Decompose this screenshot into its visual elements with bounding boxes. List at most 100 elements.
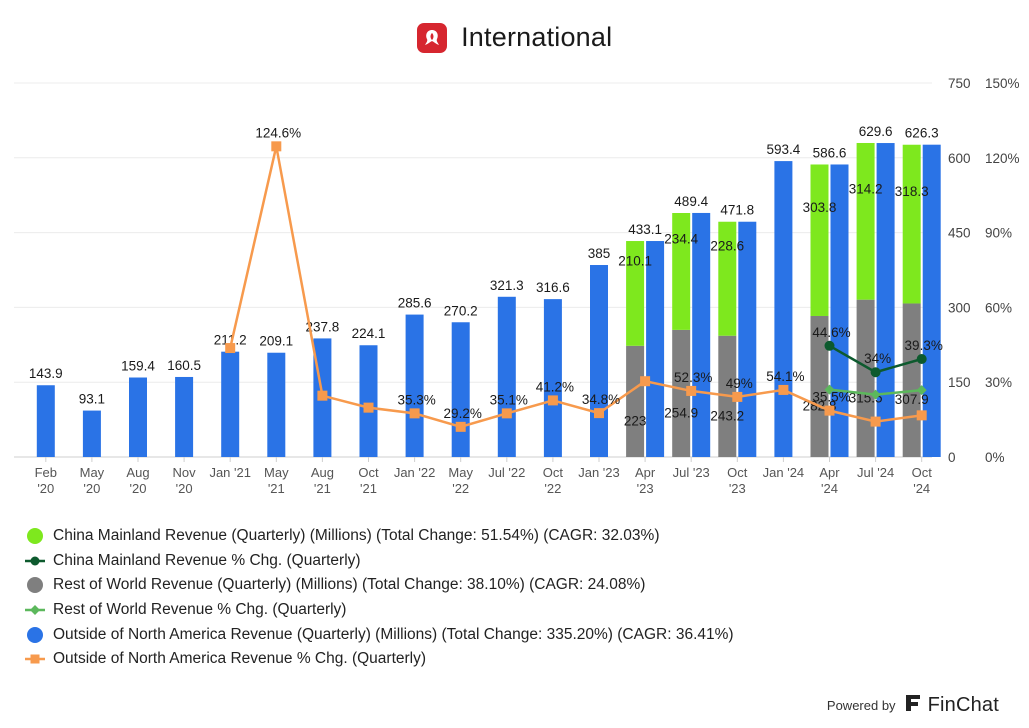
legend-item[interactable]: China Mainland Revenue % Chg. (Quarterly… — [25, 549, 734, 574]
outside-north-america-pct-chg-label: 35.5% — [812, 390, 850, 405]
x-axis-tick-label: '21 — [360, 481, 377, 496]
outside-north-america-pct-chg-point — [271, 141, 282, 152]
legend-item[interactable]: Outside of North America Revenue (Quarte… — [25, 622, 734, 647]
outside-north-america-pct-chg-point — [409, 408, 420, 419]
y2-axis-tick-label: 90% — [985, 226, 1012, 241]
y-axis-tick-label: 600 — [948, 151, 971, 166]
x-axis-tick-label: Oct — [727, 465, 748, 480]
powered-by-label: Powered by — [826, 698, 896, 713]
footer: Powered by FinChat — [827, 693, 999, 718]
chart-header: International — [0, 22, 1029, 53]
legend-item[interactable]: Rest of World Revenue (Quarterly) (Milli… — [25, 573, 734, 598]
x-axis-tick-label: Nov — [173, 465, 197, 480]
x-axis-tick-label: '23 — [729, 481, 746, 496]
china-mainland-pct-chg-point — [916, 354, 927, 365]
x-axis-tick-label: Jan '24 — [763, 465, 805, 480]
x-axis-tick-label: May — [80, 465, 105, 480]
outside-north-america-pct-chg-label: 34.8% — [582, 392, 620, 407]
x-axis-tick-label: Oct — [543, 465, 564, 480]
data-label-rest-of-world: 254.9 — [664, 405, 698, 420]
outside-north-america-pct-chg-label: 124.6% — [255, 125, 301, 140]
legend-label: Outside of North America Revenue % Chg. … — [53, 650, 427, 668]
rest-of-world-pct-chg-point — [916, 385, 927, 396]
bar-outside-north-america — [129, 377, 147, 457]
bar-china-mainland — [810, 164, 829, 316]
outside-north-america-pct-chg-label: 52.3% — [674, 370, 712, 385]
bar-outside-north-america — [405, 314, 424, 457]
bar-outside-north-america — [830, 164, 849, 458]
x-axis-tick-label: Jan '22 — [394, 465, 436, 480]
outside-north-america-pct-chg-point — [501, 408, 512, 419]
data-label-outside-north-america: 626.3 — [905, 126, 939, 141]
bar-outside-north-america — [82, 410, 101, 457]
outside-north-america-pct-chg-label: 35.3% — [397, 392, 435, 407]
data-label-outside-north-america: 321.3 — [490, 278, 524, 293]
outside-north-america-pct-chg-point — [594, 408, 604, 419]
data-label-outside-north-america: 629.6 — [859, 124, 893, 139]
y2-axis-tick-label: 30% — [985, 375, 1012, 390]
bar-china-mainland — [718, 221, 737, 336]
outside-north-america-pct-chg-point — [225, 343, 236, 354]
y2-axis-tick-label: 150% — [985, 76, 1020, 91]
legend-label: Rest of World Revenue % Chg. (Quarterly) — [53, 601, 347, 619]
x-axis-tick-label: '20 — [176, 481, 193, 496]
data-label-outside-north-america: 211.2 — [214, 333, 247, 348]
data-label-china-mainland: 318.3 — [895, 184, 929, 199]
data-label-outside-north-america: 593.4 — [767, 142, 801, 157]
data-label-outside-north-america: 316.6 — [536, 280, 570, 295]
finchat-logo-icon — [904, 693, 922, 718]
bar-china-mainland — [902, 144, 921, 304]
outside-north-america-pct-chg-point — [778, 384, 789, 395]
legend-label: Outside of North America Revenue (Quarte… — [53, 625, 734, 643]
china-mainland-pct-chg-label: 34% — [864, 351, 891, 366]
y-axis-tick-label: 750 — [948, 76, 971, 91]
legend-item[interactable]: Outside of North America Revenue % Chg. … — [25, 647, 734, 672]
x-axis-tick-label: Aug — [126, 465, 149, 480]
x-axis-tick-label: '24 — [913, 481, 930, 496]
data-label-china-mainland: 234.4 — [664, 231, 698, 246]
x-axis-tick-label: May — [264, 465, 289, 480]
x-axis-tick-label: Jan '23 — [578, 465, 620, 480]
outside-north-america-pct-chg-point — [547, 395, 558, 406]
x-axis-tick-label: '24 — [821, 481, 838, 496]
data-label-outside-north-america: 160.5 — [167, 358, 201, 373]
bar-outside-north-america — [692, 212, 711, 457]
outside-north-america-pct-chg-label: 41.2% — [536, 379, 574, 394]
data-label-outside-north-america: 143.9 — [29, 366, 63, 381]
rest-of-world-pct-chg-point — [824, 384, 835, 395]
bar-outside-north-america — [221, 351, 240, 457]
x-axis-tick-label: Jan '21 — [209, 465, 251, 480]
x-axis-tick-label: May — [448, 465, 473, 480]
y2-axis-tick-label: 120% — [985, 151, 1020, 166]
legend-marker-icon — [25, 600, 45, 620]
outside-north-america-pct-chg-point — [317, 390, 328, 401]
bar-outside-north-america — [543, 299, 562, 457]
legend-label: China Mainland Revenue (Quarterly) (Mill… — [53, 527, 660, 545]
outside-north-america-pct-chg-line — [228, 146, 922, 429]
y-axis-tick-label: 450 — [948, 226, 971, 241]
chart-legend: China Mainland Revenue (Quarterly) (Mill… — [25, 524, 734, 672]
finchat-brand: FinChat — [927, 694, 999, 716]
outside-north-america-pct-chg-point — [363, 402, 374, 413]
bar-outside-north-america — [646, 241, 665, 457]
bar-outside-north-america — [774, 161, 793, 458]
china-mainland-pct-chg-label: 39.3% — [905, 338, 943, 353]
data-label-outside-north-america: 237.8 — [306, 319, 340, 334]
legend-label: Rest of World Revenue (Quarterly) (Milli… — [53, 576, 646, 594]
bar-outside-north-america — [267, 352, 286, 457]
data-label-outside-north-america: 93.1 — [79, 392, 105, 407]
bar-rest-of-world — [626, 345, 645, 457]
outside-north-america-pct-chg-point — [870, 416, 881, 427]
y2-axis-tick-label: 0% — [985, 450, 1005, 465]
bar-outside-north-america — [36, 385, 55, 457]
x-axis-tick-label: '22 — [544, 481, 561, 496]
y2-axis-tick-label: 60% — [985, 300, 1012, 315]
data-label-rest-of-world: 243.2 — [710, 408, 744, 423]
data-label-outside-north-america: 385 — [588, 246, 611, 261]
bar-outside-north-america — [359, 345, 378, 457]
bar-outside-north-america — [451, 322, 470, 457]
legend-item[interactable]: China Mainland Revenue (Quarterly) (Mill… — [25, 524, 734, 549]
y-axis-tick-label: 0 — [948, 450, 956, 465]
data-label-china-mainland: 210.1 — [618, 253, 652, 268]
legend-item[interactable]: Rest of World Revenue % Chg. (Quarterly) — [25, 598, 734, 623]
